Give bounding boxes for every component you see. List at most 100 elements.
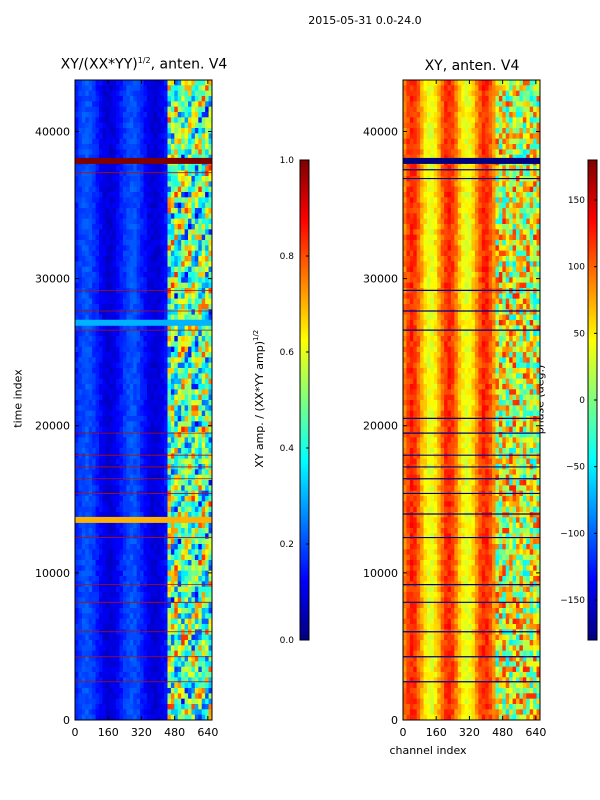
left-heatmap-cell: [198, 618, 203, 625]
left-heatmap-cell: [81, 117, 86, 124]
left-heatmap-cell: [116, 592, 120, 598]
left-heatmap-cell: [194, 213, 199, 220]
left-heatmap-cell: [208, 384, 212, 390]
left-heatmap-cell: [122, 250, 127, 257]
left-heatmap-cell: [75, 672, 79, 678]
left-heatmap-cell: [109, 506, 114, 513]
left-heatmap-cell: [116, 544, 120, 550]
left-heatmap-cell: [119, 362, 124, 369]
left-heatmap-cell: [85, 277, 90, 284]
left-heatmap-cell: [184, 592, 189, 598]
left-heatmap-cell: [129, 170, 134, 177]
left-heatmap-cell: [198, 485, 203, 492]
left-heatmap-cell: [191, 560, 196, 566]
left-heatmap-cell: [146, 389, 151, 396]
left-heatmap-cell: [201, 448, 206, 454]
left-heatmap-cell: [78, 293, 83, 300]
left-heatmap-cell: [177, 629, 182, 636]
left-heatmap-cell: [177, 149, 182, 156]
left-heatmap-cell: [191, 384, 196, 390]
left-heatmap-cell: [105, 437, 110, 444]
left-heatmap-cell: [167, 154, 172, 161]
left-heatmap-cell: [150, 410, 155, 417]
left-heatmap-cell: [205, 266, 209, 273]
left-heatmap-cell: [208, 421, 212, 428]
left-heatmap-cell: [112, 245, 117, 252]
left-heatmap-cell: [167, 501, 172, 508]
left-heatmap-cell: [85, 661, 90, 668]
left-heatmap-cell: [143, 336, 148, 342]
left-heatmap-cell: [105, 165, 110, 172]
left-heatmap-cell: [98, 304, 103, 310]
left-heatmap-cell: [88, 416, 93, 422]
left-heatmap-cell: [133, 442, 138, 449]
left-heatmap-cell: [146, 608, 151, 614]
left-heatmap-cell: [188, 288, 192, 294]
left-heatmap-cell: [109, 522, 114, 529]
left-heatmap-cell: [85, 453, 90, 460]
left-heatmap-cell: [140, 293, 144, 300]
left-heatmap-cell: [205, 346, 209, 353]
left-heatmap-cell: [112, 528, 117, 534]
left-heatmap-cell: [98, 549, 103, 556]
left-heatmap-cell: [98, 106, 103, 113]
left-heatmap-cell: [177, 96, 182, 102]
left-heatmap-cell: [136, 682, 141, 689]
left-heatmap-cell: [150, 192, 155, 198]
left-heatmap-cell: [188, 416, 192, 422]
left-heatmap-cell: [160, 250, 165, 257]
left-heatmap-cell: [157, 506, 162, 513]
left-heatmap-cell: [129, 698, 134, 705]
left-heatmap-cell: [191, 501, 196, 508]
left-heatmap-cell: [88, 330, 93, 337]
left-heatmap-cell: [105, 592, 110, 598]
left-heatmap-cell: [208, 554, 212, 561]
left-heatmap-cell: [143, 85, 148, 92]
left-heatmap-cell: [133, 533, 138, 540]
left-heatmap-cell: [92, 341, 96, 348]
left-heatmap-cell: [109, 608, 114, 614]
left-heatmap-cell: [140, 629, 144, 636]
left-heatmap-cell: [177, 368, 182, 374]
left-heatmap-cell: [78, 181, 83, 188]
left-heatmap-cell: [157, 309, 162, 316]
left-heatmap-cell: [88, 688, 93, 694]
left-heatmap-cell: [75, 277, 79, 284]
left-heatmap-cell: [116, 672, 120, 678]
left-heatmap-cell: [81, 501, 86, 508]
left-heatmap-cell: [184, 554, 189, 561]
left-heatmap-cell: [102, 613, 107, 620]
left-heatmap-cell: [109, 570, 114, 577]
left-heatmap-cell: [188, 634, 192, 641]
left-heatmap-cell: [157, 378, 162, 385]
left-heatmap-cell: [188, 304, 192, 310]
left-heatmap-cell: [133, 240, 138, 246]
left-heatmap-cell: [208, 485, 212, 492]
left-heatmap-cell: [188, 138, 192, 145]
left-heatmap-cell: [153, 645, 158, 652]
left-heatmap-cell: [119, 560, 124, 566]
left-heatmap-cell: [102, 314, 107, 321]
left-heatmap-cell: [88, 341, 93, 348]
left-heatmap-cell: [191, 165, 196, 172]
left-heatmap-cell: [75, 554, 79, 561]
left-heatmap-cell: [112, 250, 117, 257]
left-heatmap-cell: [119, 266, 124, 273]
left-heatmap-cell: [92, 96, 96, 102]
left-heatmap-cell: [126, 186, 131, 193]
left-heatmap-cell: [126, 677, 131, 684]
left-heatmap-cell: [191, 101, 196, 108]
left-heatmap-cell: [122, 330, 127, 337]
left-heatmap-cell: [109, 298, 114, 305]
left-heatmap-cell: [92, 378, 96, 385]
left-heatmap-cell: [78, 560, 83, 566]
left-heatmap-cell: [194, 421, 199, 428]
left-heatmap-cell: [201, 80, 206, 86]
left-heatmap-cell: [88, 181, 93, 188]
left-heatmap-cell: [184, 208, 189, 214]
left-heatmap-cell: [78, 698, 83, 705]
left-heatmap-cell: [208, 240, 212, 246]
left-heatmap-cell: [133, 330, 138, 337]
left-heatmap-cell: [105, 656, 110, 662]
left-heatmap-cell: [184, 656, 189, 662]
